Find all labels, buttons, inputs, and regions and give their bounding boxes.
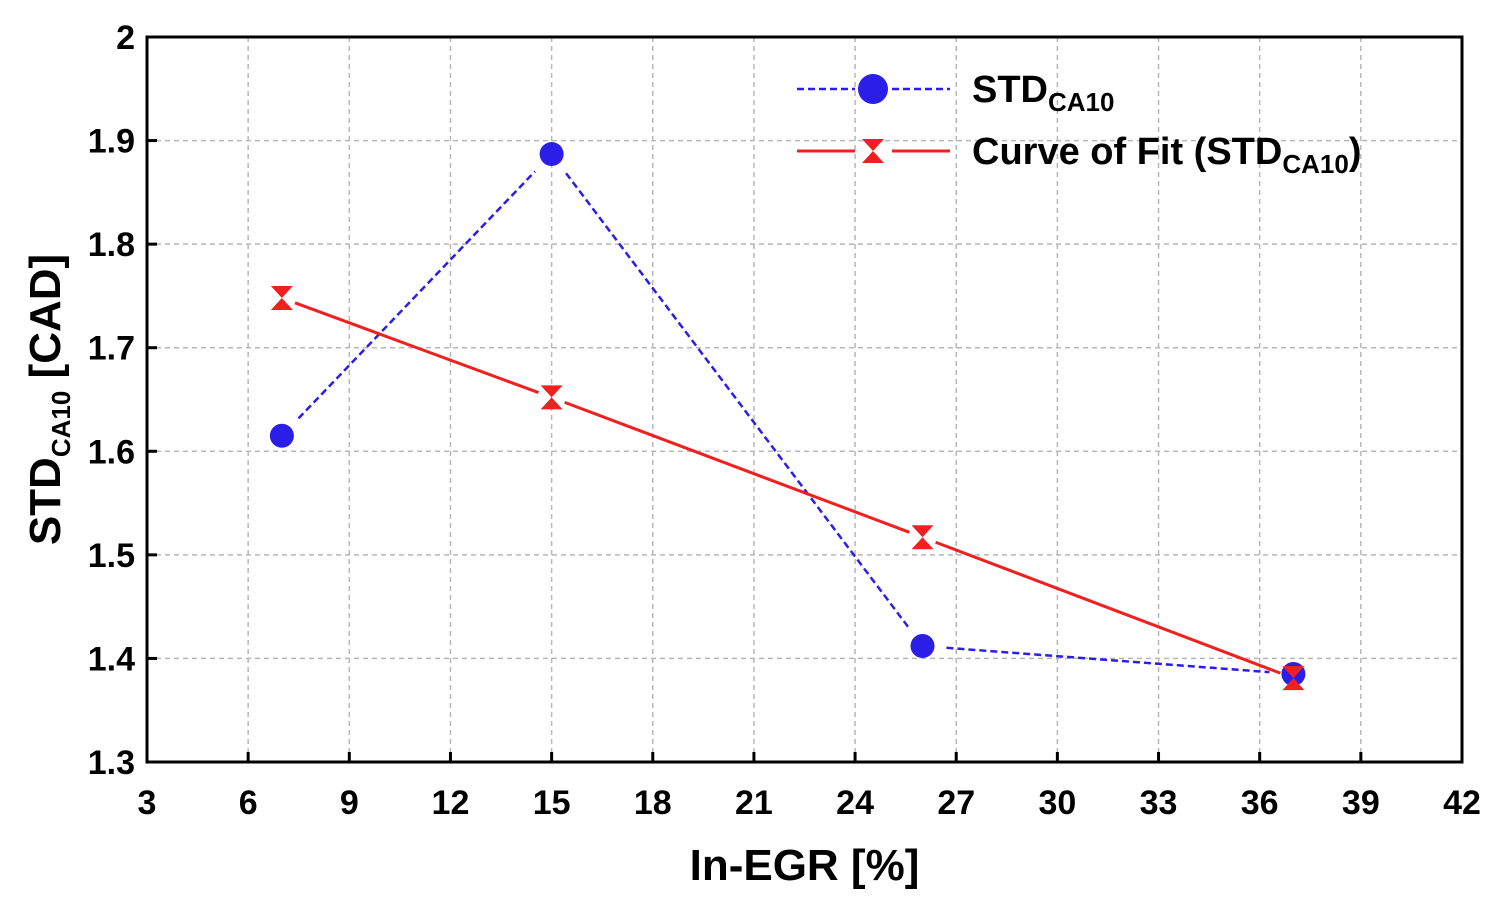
x-tick-label: 33	[1140, 784, 1178, 822]
legend: STDCA10 Curve of Fit (STDCA10)	[797, 69, 1361, 179]
y-axis-title-suffix: [CAD]	[21, 254, 70, 391]
series-layer	[269, 142, 1306, 691]
legend-label-curve-of-fit-main: Curve of Fit (STD	[972, 131, 1282, 173]
curve-of-fit-point	[911, 525, 934, 550]
legend-item-curve-of-fit	[797, 139, 950, 163]
std-ca10-point	[269, 423, 294, 448]
std-ca10-line-segment	[946, 646, 1270, 674]
legend-label-curve-of-fit-suffix: )	[1349, 131, 1362, 173]
y-tick-label: 1.6	[88, 433, 135, 471]
std-ca10-point	[910, 634, 935, 658]
x-tick-label: 9	[340, 784, 359, 822]
y-tick-label: 1.9	[88, 123, 135, 161]
x-tick-label: 18	[634, 784, 672, 822]
curve-of-fit-point	[540, 385, 563, 410]
std-ca10-point	[539, 142, 564, 167]
legend-label-curve-of-fit: Curve of Fit (STDCA10)	[972, 131, 1361, 179]
x-tick-label: 24	[836, 784, 874, 822]
legend-label-std-ca10: STDCA10	[972, 69, 1114, 117]
legend-item-std-ca10	[797, 74, 950, 104]
y-tick-label: 1.4	[88, 640, 135, 678]
legend-marker-curve-of-fit	[862, 139, 884, 163]
y-axis-title: STDCA10 [CAD]	[21, 254, 76, 545]
x-tick-label: 21	[735, 784, 773, 822]
legend-label-curve-of-fit-sub: CA10	[1282, 149, 1348, 179]
x-tick-label: 30	[1038, 784, 1076, 822]
x-tick-label: 12	[432, 784, 470, 822]
x-tick-label: 27	[937, 784, 975, 822]
series-std-ca10	[269, 142, 1306, 686]
curve-of-fit-line-segment	[564, 400, 910, 534]
y-tick-label: 2	[116, 19, 135, 57]
curve-of-fit-point	[1282, 666, 1305, 691]
legend-label-std-ca10-sub: CA10	[1048, 87, 1114, 117]
std-ca10-line-segment	[565, 172, 910, 628]
legend-marker-std-ca10	[858, 74, 888, 104]
y-tick-label: 1.8	[88, 226, 135, 264]
curve-of-fit-line-segment	[935, 540, 1281, 675]
x-tick-label: 3	[138, 784, 157, 822]
legend-label-std-ca10-main: STD	[972, 69, 1048, 111]
x-tick-label: 39	[1342, 784, 1380, 822]
series-curve-of-fit	[270, 286, 1305, 691]
x-tick-label: 42	[1443, 784, 1481, 822]
ticks: 3 6 9 12 15 18 21 24 27 30 33 36 39 421.31.41.51.61.7…	[88, 19, 1481, 822]
curve-of-fit-line-segment	[294, 301, 539, 394]
grid	[147, 37, 1462, 762]
x-tick-label: 15	[533, 784, 571, 822]
y-axis-title-main: STD	[21, 457, 70, 545]
y-tick-label: 1.7	[88, 330, 135, 368]
x-axis-title: In-EGR [%]	[690, 841, 920, 890]
y-tick-label: 1.3	[88, 744, 135, 782]
std-ca10-line-segment	[297, 170, 536, 420]
x-tick-label: 36	[1241, 784, 1279, 822]
plot-frame	[145, 35, 1464, 764]
curve-of-fit-point	[270, 286, 293, 310]
y-axis-title-sub: CA10	[46, 391, 76, 457]
x-tick-label: 6	[239, 784, 258, 822]
y-tick-label: 1.5	[88, 537, 135, 575]
